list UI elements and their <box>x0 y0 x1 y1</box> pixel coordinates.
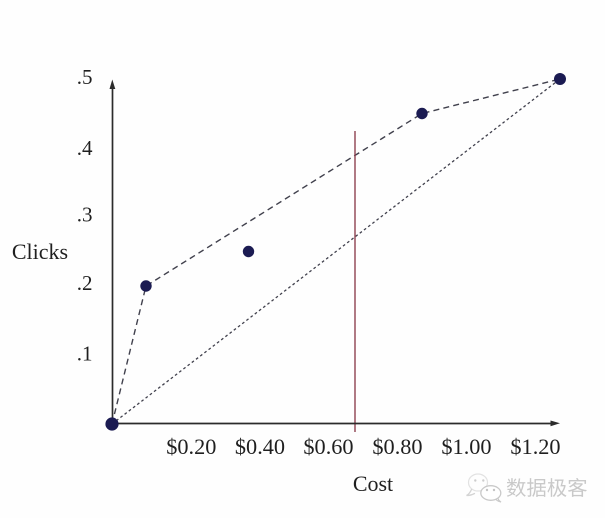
svg-text:Cost: Cost <box>353 471 393 496</box>
svg-text:$1.00: $1.00 <box>441 434 491 459</box>
svg-text:$1.20: $1.20 <box>510 434 560 459</box>
svg-text:.3: .3 <box>77 203 93 227</box>
svg-text:$0.80: $0.80 <box>372 434 422 459</box>
svg-text:.5: .5 <box>77 65 93 89</box>
svg-text:$0.60: $0.60 <box>303 434 353 459</box>
svg-text:.1: .1 <box>77 342 93 366</box>
svg-text:Clicks: Clicks <box>12 239 68 264</box>
svg-text:$0.20: $0.20 <box>166 434 216 459</box>
svg-text:$0.40: $0.40 <box>235 434 285 459</box>
svg-text:.2: .2 <box>77 271 93 295</box>
svg-text:.4: .4 <box>77 136 93 160</box>
